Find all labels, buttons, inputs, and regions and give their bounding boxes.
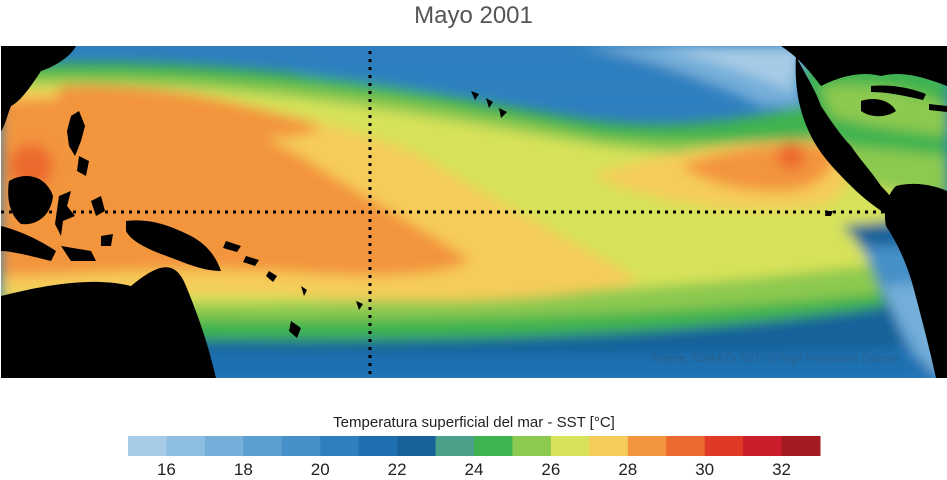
colorbar-tick-label: 24 — [465, 460, 484, 479]
colorbar-bin — [550, 436, 590, 456]
colorbar-bin — [704, 436, 744, 456]
colorbar-bin — [435, 436, 475, 456]
colorbar-bin — [320, 436, 360, 456]
colorbar-tick-label: 22 — [388, 460, 407, 479]
colorbar-bin — [666, 436, 706, 456]
colorbar-bin — [397, 436, 437, 456]
source-note: Fuente: NOAA OI SST V2 High Resolution D… — [651, 353, 899, 365]
colorbar-tick-label: 32 — [772, 460, 791, 479]
land-australia — [1, 267, 216, 378]
colorbar-bin — [281, 436, 321, 456]
land-south-america — [884, 183, 947, 378]
colorbar-tick-label: 28 — [618, 460, 637, 479]
map-title: Mayo 2001 — [414, 2, 533, 29]
colorbar-tick-label: 20 — [311, 460, 330, 479]
colorbar-bin — [781, 436, 821, 456]
colorbar-bins — [128, 436, 821, 456]
colorbar-bin — [589, 436, 629, 456]
land-asia — [1, 46, 76, 131]
colorbar-title: Temperatura superficial del mar - SST [°… — [333, 414, 615, 431]
colorbar-bin — [166, 436, 206, 456]
land-hawaii — [471, 91, 507, 118]
colorbar-tick-label: 18 — [234, 460, 253, 479]
land-north-america — [781, 46, 947, 86]
sst-map: Fuente: NOAA OI SST V2 High Resolution D… — [1, 46, 947, 378]
colorbar-bin — [627, 436, 667, 456]
colorbar-bin — [204, 436, 244, 456]
land-new-guinea — [126, 220, 221, 271]
colorbar-tick-label: 16 — [157, 460, 176, 479]
colorbar-bin — [474, 436, 513, 456]
colorbar-bin — [743, 436, 783, 456]
colorbar-bin — [512, 436, 552, 456]
land-cuba — [871, 85, 926, 100]
colorbar-bin — [243, 436, 283, 456]
colorbar-tick-label: 26 — [541, 460, 560, 479]
colorbar-bin — [358, 436, 398, 456]
colorbar-bin — [128, 436, 167, 456]
colorbar-ticks: 16 18 20 22 24 26 28 30 32 — [157, 460, 791, 479]
land-philippines — [67, 111, 85, 156]
guide-lines — [1, 51, 947, 378]
colorbar-tick-label: 30 — [695, 460, 714, 479]
colorbar: 16 18 20 22 24 26 28 30 32 — [128, 436, 821, 479]
